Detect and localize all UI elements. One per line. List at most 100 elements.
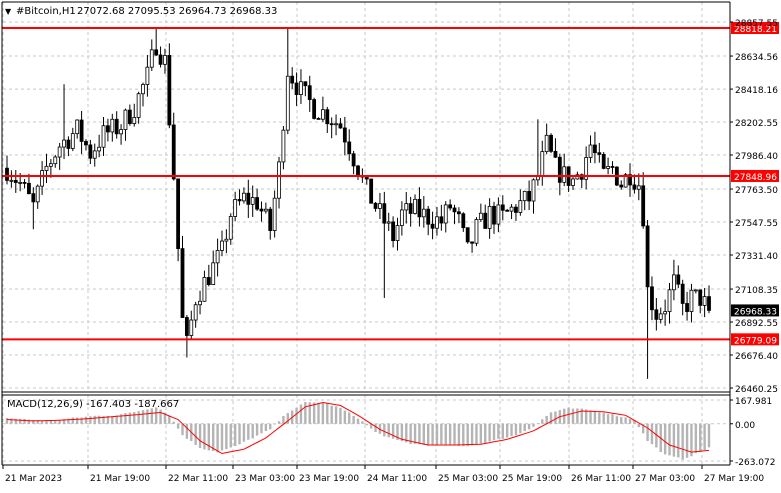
macd-histogram-bar	[62, 419, 66, 424]
macd-histogram-bar	[111, 415, 114, 424]
candle-body	[88, 144, 93, 159]
candle-body	[702, 296, 707, 306]
candle-body	[408, 203, 413, 214]
ohlc-values: 27072.68 27095.53 26964.73 26968.33	[77, 6, 277, 17]
dropdown-triangle-icon[interactable]: ▼	[5, 7, 12, 16]
macd-histogram-bar	[637, 423, 640, 428]
macd-histogram-bar	[36, 420, 39, 424]
candle-body	[145, 66, 150, 85]
macd-histogram-bar	[198, 423, 202, 449]
macd-histogram-bar	[308, 402, 311, 424]
candle-body	[307, 85, 312, 100]
candle-body	[53, 156, 58, 165]
macd-histogram-bar	[71, 417, 75, 424]
time-tick-label: 22 Mar 11:00	[168, 474, 228, 484]
macd-histogram-bar	[194, 423, 197, 445]
candle-body	[557, 156, 562, 183]
macd-histogram-bar	[663, 423, 667, 455]
candle-body	[549, 134, 553, 152]
macd-histogram-bar	[646, 423, 649, 442]
macd-histogram-bar	[427, 423, 430, 446]
macd-histogram-bar	[369, 423, 373, 429]
candle-body	[584, 157, 589, 180]
candle-body	[97, 146, 102, 152]
macd-histogram-bar	[541, 419, 544, 424]
macd-histogram-bar	[163, 412, 167, 424]
macd-histogram-bar	[633, 419, 636, 424]
candle-body	[114, 118, 119, 135]
candle-body	[351, 153, 356, 167]
macd-histogram-bar	[212, 423, 215, 452]
macd-histogram-bar	[106, 415, 110, 424]
price-tick-label: 28418.16	[735, 86, 778, 96]
candle-body	[158, 54, 163, 65]
macd-histogram-bar	[304, 401, 307, 424]
candle-body	[277, 161, 281, 199]
macd-histogram-bar	[260, 423, 263, 434]
macd-histogram-bar	[405, 423, 408, 443]
candle-body	[500, 204, 505, 211]
candle-body	[470, 241, 474, 244]
macd-histogram-bar	[694, 423, 698, 454]
macd-histogram-bar	[269, 423, 272, 430]
level-label: 28818.21	[734, 25, 777, 35]
macd-histogram-bar	[567, 407, 570, 424]
candle-body	[189, 319, 194, 336]
candle-body	[66, 139, 71, 149]
candle-body	[342, 127, 347, 143]
candle-body	[48, 163, 53, 167]
candle-body	[619, 184, 624, 188]
candle-body	[119, 129, 123, 135]
macd-histogram-bar	[413, 423, 417, 444]
macd-histogram-bar	[159, 409, 162, 424]
candle-body	[250, 197, 255, 205]
macd-histogram-bar	[703, 423, 706, 451]
macd-histogram-bar	[80, 417, 83, 424]
candle-body	[347, 141, 352, 155]
candle-body	[141, 84, 145, 95]
candle-body	[272, 197, 277, 231]
macd-histogram-bar	[40, 420, 44, 424]
macd-histogram-bar	[396, 423, 399, 440]
candle-body	[654, 309, 659, 320]
macd-histogram-bar	[181, 423, 184, 436]
macd-histogram-bar	[628, 418, 632, 424]
candle-body	[514, 206, 518, 213]
candle-body	[562, 166, 567, 183]
candle-body	[127, 109, 132, 124]
current-price-label: 26968.33	[734, 307, 777, 317]
macd-histogram-bar	[422, 423, 426, 445]
candle-body	[391, 221, 396, 242]
macd-histogram-bar	[312, 402, 316, 424]
macd-histogram-bar	[641, 423, 645, 434]
candle-body	[101, 125, 106, 148]
macd-histogram-bar	[242, 423, 246, 442]
macd-histogram-bar	[49, 420, 53, 424]
macd-histogram-bar	[620, 417, 623, 424]
macd-histogram-bar	[501, 423, 504, 439]
candle-body	[421, 208, 426, 218]
candle-body	[180, 248, 185, 318]
macd-histogram-bar	[690, 423, 693, 457]
candles	[5, 28, 711, 379]
macd-histogram-bar	[685, 423, 689, 458]
macd-histogram-bar	[45, 420, 48, 424]
macd-histogram-bar	[54, 420, 57, 424]
candle-body	[259, 208, 264, 212]
price-tick-label: 27763.50	[735, 186, 778, 196]
candle-body	[672, 274, 676, 291]
candle-body	[413, 198, 417, 214]
candle-body	[685, 303, 689, 312]
macd-histogram-bar	[348, 412, 351, 424]
macd-histogram-bar	[23, 418, 26, 424]
candle-body	[457, 211, 461, 215]
candle-body	[658, 313, 663, 320]
macd-histogram-bar	[655, 423, 658, 448]
candle-body	[588, 144, 593, 158]
macd-histogram-bar	[277, 421, 281, 424]
level-label: 26779.09	[734, 336, 777, 346]
candle-body	[465, 227, 470, 243]
candle-body	[211, 262, 216, 285]
